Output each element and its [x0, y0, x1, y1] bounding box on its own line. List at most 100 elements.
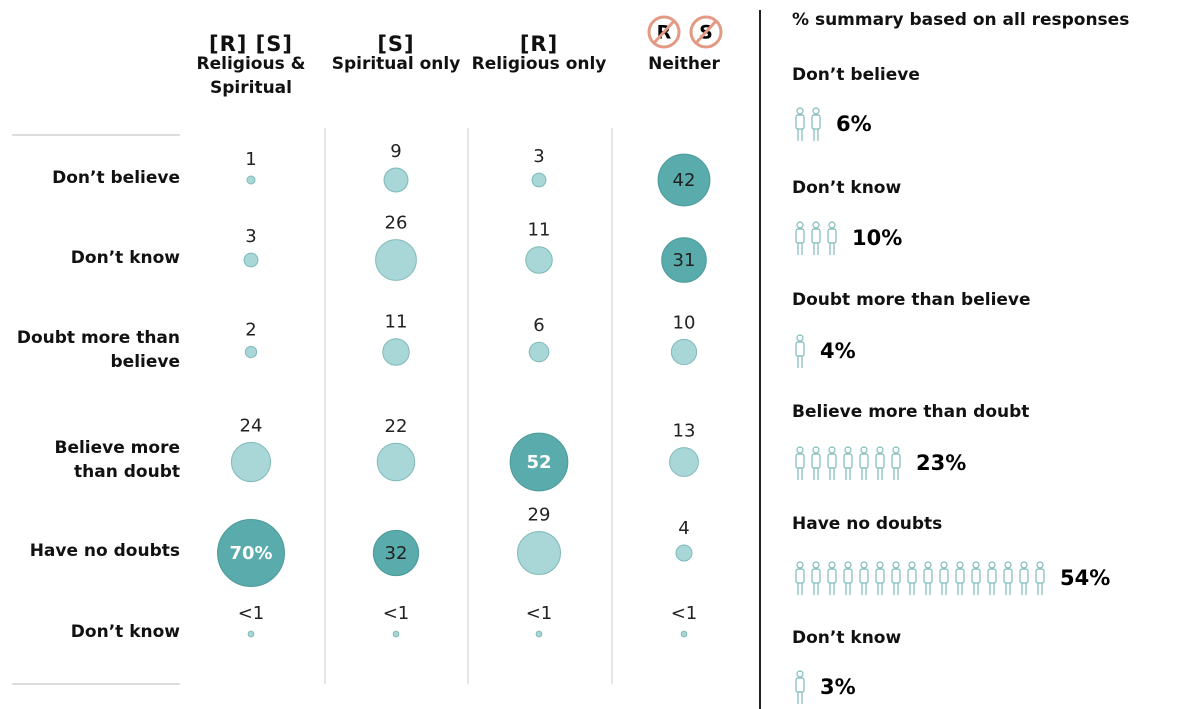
bubble [243, 252, 259, 268]
summary-value: 3% [820, 675, 856, 699]
summary-label: Don’t know [792, 628, 902, 648]
person-part [812, 446, 820, 454]
value-label: 70% [229, 543, 272, 564]
summary-label: Doubt more than believe [792, 290, 1031, 310]
person-part [988, 561, 996, 569]
people-icons [795, 446, 901, 480]
value-label: 11 [385, 312, 408, 333]
people-icons [795, 334, 805, 368]
column-code: [R] [519, 32, 559, 56]
person-part [796, 107, 804, 115]
person-part [843, 568, 853, 584]
person-part [844, 561, 852, 569]
bubble [247, 630, 255, 638]
value-label: 26 [385, 213, 408, 234]
code-icon-ring [689, 15, 723, 49]
column-label: Spiritual only [331, 54, 461, 74]
bubble [244, 345, 258, 359]
bubble [669, 447, 699, 477]
person-part [1003, 568, 1013, 584]
row-label: Doubt more than believe [16, 328, 180, 372]
bubble [509, 432, 569, 492]
person-part [1019, 568, 1029, 584]
person-part [795, 568, 805, 584]
bubble [217, 519, 285, 587]
person-part [1020, 561, 1028, 569]
person-part [1035, 568, 1045, 584]
person-part [796, 446, 804, 454]
people-icons [795, 221, 837, 255]
bubble [516, 530, 562, 576]
person-part [795, 453, 805, 469]
bubble [392, 630, 400, 638]
person-part [827, 228, 837, 244]
people-icons [795, 670, 805, 704]
row-label: Don’t know [70, 622, 180, 642]
row-label: Don’t believe [52, 168, 180, 188]
value-label: 22 [385, 416, 408, 437]
person-part [891, 568, 901, 584]
person-part [796, 334, 804, 342]
value-label: 24 [240, 415, 263, 436]
value-label: 31 [673, 250, 696, 271]
value-label: 4 [678, 518, 689, 539]
person-part [811, 453, 821, 469]
person-part [795, 341, 805, 357]
bubble [376, 442, 416, 482]
summary-value: 23% [916, 451, 966, 475]
bubble [525, 246, 553, 274]
person-part [908, 561, 916, 569]
bubble [535, 630, 543, 638]
person-part [812, 561, 820, 569]
person-part [844, 446, 852, 454]
person-part [876, 446, 884, 454]
value-label: 1 [245, 149, 256, 170]
summary-value: 54% [1060, 566, 1110, 590]
bubble [531, 172, 547, 188]
person-part [891, 453, 901, 469]
bubble [670, 338, 698, 366]
people-icons [795, 561, 1045, 595]
bubble [383, 167, 409, 193]
person-part [892, 561, 900, 569]
person-part [795, 228, 805, 244]
code-icon-slash [652, 19, 676, 45]
person-part [1036, 561, 1044, 569]
person-part [1004, 561, 1012, 569]
person-part [924, 561, 932, 569]
person-part [795, 677, 805, 693]
person-part [940, 561, 948, 569]
person-part [796, 561, 804, 569]
bubble [675, 544, 693, 562]
column-label: Religious & Spiritual [196, 54, 306, 98]
row-label: Have no doubts [29, 541, 180, 561]
person-part [827, 453, 837, 469]
person-part [860, 561, 868, 569]
value-label: 9 [390, 141, 401, 162]
value-label: 3 [533, 146, 544, 167]
code-icon-ring [647, 15, 681, 49]
summary-label: Don’t believe [792, 65, 920, 85]
person-part [796, 670, 804, 678]
value-label: 10 [673, 312, 696, 333]
bubble [375, 239, 417, 281]
person-part [860, 446, 868, 454]
value-label: 32 [385, 543, 408, 564]
value-label: <1 [671, 603, 698, 624]
bubble [246, 175, 256, 185]
summary-label: Have no doubts [792, 514, 943, 534]
value-label: <1 [526, 603, 553, 624]
column-code: [S] [377, 32, 415, 56]
bubble [528, 341, 550, 363]
bubble [382, 338, 410, 366]
person-part [939, 568, 949, 584]
person-part [859, 568, 869, 584]
person-part [971, 568, 981, 584]
value-label: 13 [673, 421, 696, 442]
summary-label: Believe more than doubt [792, 402, 1030, 422]
column-label: Neither [648, 54, 720, 74]
person-part [955, 568, 965, 584]
summary-title: % summary based on all responses [792, 10, 1130, 30]
